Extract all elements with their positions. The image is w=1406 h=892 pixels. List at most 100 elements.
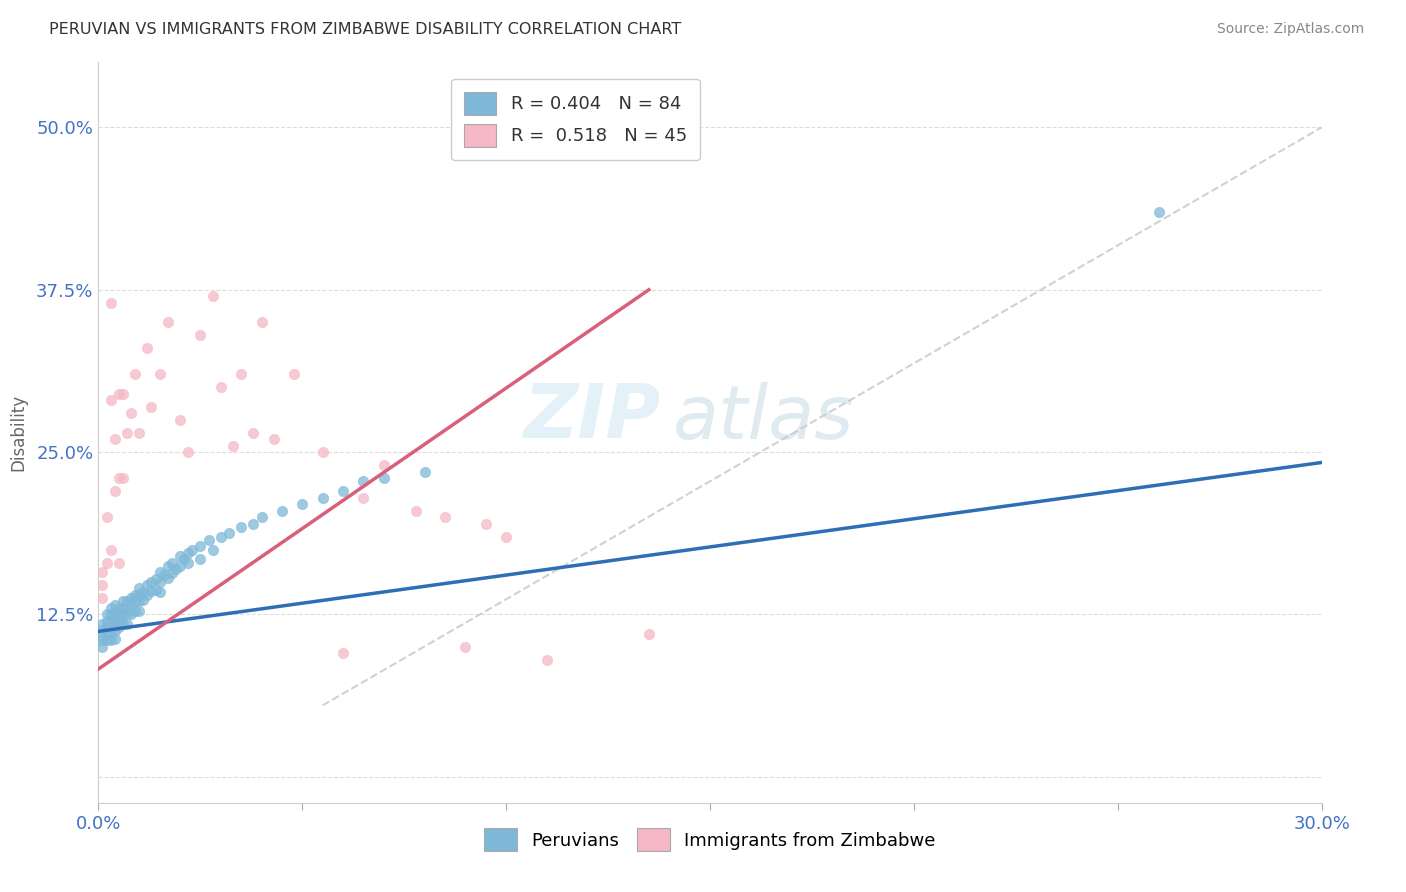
Point <box>96 607 118 622</box>
Point <box>91 591 114 605</box>
Point <box>141 400 163 414</box>
Point <box>104 611 127 625</box>
Point <box>156 559 179 574</box>
Point <box>124 594 146 608</box>
Point <box>108 386 131 401</box>
Point <box>128 588 150 602</box>
Point <box>104 605 127 619</box>
Point <box>91 565 114 579</box>
Point <box>332 484 354 499</box>
Point <box>120 591 142 605</box>
Point <box>128 425 150 440</box>
Point <box>108 601 131 615</box>
Point <box>201 289 224 303</box>
Point <box>474 516 498 531</box>
Point <box>96 620 118 634</box>
Point <box>100 614 122 628</box>
Point <box>128 594 150 608</box>
Text: ZIP: ZIP <box>524 381 661 454</box>
Point <box>100 542 122 557</box>
Point <box>495 529 517 543</box>
Point <box>91 616 114 631</box>
Point <box>111 601 134 615</box>
Point <box>132 593 155 607</box>
Point <box>104 432 127 446</box>
Point <box>100 633 122 648</box>
Point <box>250 510 273 524</box>
Point <box>115 607 138 622</box>
Point <box>120 406 142 420</box>
Point <box>201 542 224 557</box>
Point <box>104 632 127 647</box>
Point <box>165 562 187 576</box>
Point <box>111 471 134 485</box>
Point <box>108 620 131 634</box>
Legend: Peruvians, Immigrants from Zimbabwe: Peruvians, Immigrants from Zimbabwe <box>475 819 945 861</box>
Point <box>91 623 114 637</box>
Point <box>231 367 253 381</box>
Point <box>91 630 114 644</box>
Point <box>141 584 163 599</box>
Point <box>413 465 436 479</box>
Point <box>291 497 314 511</box>
Point <box>128 582 150 596</box>
Point <box>141 574 163 589</box>
Point <box>156 315 179 329</box>
Point <box>263 432 285 446</box>
Point <box>373 471 395 485</box>
Point <box>283 367 305 381</box>
Point <box>96 633 118 648</box>
Point <box>169 412 191 426</box>
Point <box>100 627 122 641</box>
Point <box>242 516 264 531</box>
Point <box>128 603 150 617</box>
Point <box>149 367 172 381</box>
Point <box>111 386 134 401</box>
Point <box>96 556 118 570</box>
Point <box>242 425 264 440</box>
Y-axis label: Disability: Disability <box>10 394 28 471</box>
Point <box>108 556 131 570</box>
Point <box>454 640 477 654</box>
Point <box>181 542 204 557</box>
Point <box>145 582 167 597</box>
Point <box>108 614 131 628</box>
Point <box>108 607 131 622</box>
Point <box>149 574 172 589</box>
Point <box>111 616 134 631</box>
Point <box>145 573 167 587</box>
Point <box>96 510 118 524</box>
Point <box>120 607 142 622</box>
Point <box>188 551 212 566</box>
Point <box>132 585 155 599</box>
Text: PERUVIAN VS IMMIGRANTS FROM ZIMBABWE DISABILITY CORRELATION CHART: PERUVIAN VS IMMIGRANTS FROM ZIMBABWE DIS… <box>49 22 682 37</box>
Point <box>136 577 159 591</box>
Point <box>209 380 232 394</box>
Point <box>156 571 179 585</box>
Point <box>104 618 127 632</box>
Point <box>177 445 200 459</box>
Point <box>177 546 200 560</box>
Point <box>1147 204 1170 219</box>
Point <box>124 588 146 602</box>
Point <box>352 491 374 505</box>
Point <box>91 640 114 654</box>
Point <box>91 577 114 591</box>
Point <box>124 367 146 381</box>
Point <box>169 559 191 574</box>
Point <box>312 491 335 505</box>
Point <box>209 529 232 543</box>
Point <box>115 594 138 608</box>
Point <box>434 510 457 524</box>
Point <box>108 471 131 485</box>
Point <box>136 341 159 355</box>
Point <box>100 393 122 408</box>
Text: Source: ZipAtlas.com: Source: ZipAtlas.com <box>1216 22 1364 37</box>
Point <box>115 601 138 615</box>
Point <box>218 525 240 540</box>
Point <box>104 599 127 613</box>
Point <box>149 585 172 599</box>
Point <box>111 607 134 622</box>
Point <box>160 566 183 580</box>
Point <box>120 599 142 613</box>
